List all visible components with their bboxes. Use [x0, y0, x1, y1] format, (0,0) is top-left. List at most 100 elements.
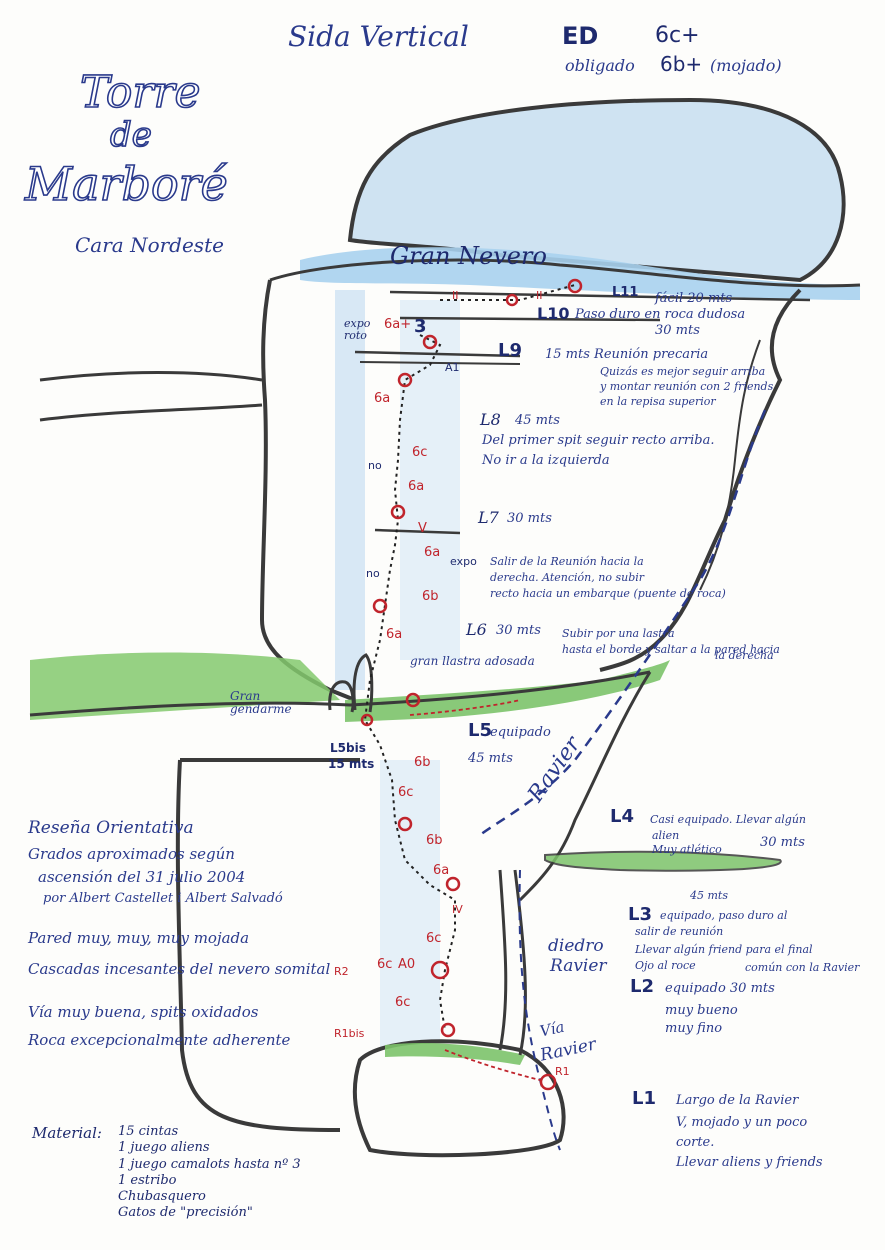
ledge-L10 [399, 316, 661, 322]
dihedral-label-1: diedro [548, 936, 604, 956]
grade-6a-3: 6a [424, 545, 441, 560]
belay-R2-label: R2 [334, 965, 349, 978]
ledge-L11 [389, 290, 811, 302]
pitch-L7-len: 30 mts [507, 511, 552, 526]
pitch-L5-len: 45 mts [468, 751, 513, 766]
grade-6c-1: 6c [412, 445, 428, 460]
pitch-L1-label: L1 [632, 1088, 656, 1109]
pitch-L11-desc: fácil 20 mts [655, 291, 733, 306]
expo-label: expo [450, 555, 477, 568]
gendarme-shape [328, 653, 374, 713]
pitch-L9-line3: y montar reunión con 2 friends [600, 380, 774, 393]
left-block-mid [39, 403, 263, 422]
water-streak-3 [380, 760, 440, 1060]
pitch-L4-len2: 45 mts [690, 889, 728, 902]
notes-block: Reseña Orientativa Grados aproximados se… [28, 818, 330, 1050]
grade-6c-5: 6c [395, 995, 411, 1010]
pitch-L10-line1: Paso duro en roca dudosa [575, 307, 746, 322]
belay-L7 [390, 504, 406, 520]
notes-line6: Vía muy buena, spits oxidados [28, 1002, 259, 1021]
material-item: 1 estribo [118, 1172, 177, 1188]
title-line2: de [109, 115, 152, 155]
pitch-L3-label: L3 [628, 904, 652, 925]
pitch-L3-line1: equipado, paso duro al [660, 909, 788, 922]
material-item: Gatos de "precisión" [118, 1205, 253, 1221]
upper-ledge-line [269, 258, 861, 288]
belay-L9 [422, 334, 438, 350]
grade-II-2: II [536, 289, 543, 302]
grade-6a-4: 6a [386, 627, 403, 642]
pitch-L8-len: 45 mts [515, 413, 560, 428]
material-item: 1 juego camalots hasta nº 3 [118, 1156, 301, 1172]
belay-L11 [567, 278, 583, 294]
pitch-L4-line1: Casi equipado. Llevar algún [650, 813, 806, 826]
grade-A1: A1 [445, 361, 460, 374]
belay-R2 [430, 960, 450, 980]
material-label: Material: [32, 1124, 102, 1142]
pitch-L3-line5: común con la Ravier [745, 961, 860, 974]
notes-line3: por Albert Castellet i Albert Salvadó [43, 890, 283, 906]
no-label-1: no [368, 459, 382, 472]
grass-bottom [385, 1043, 525, 1065]
pitch-L9-line2: Quizás es mejor seguir arriba [600, 365, 766, 378]
pitch-L7-label: L7 [478, 508, 499, 527]
route-line [363, 284, 576, 1031]
lower-right-wall [518, 671, 652, 902]
pitch-L6-note-1: Salir de la Reunión hacia la [490, 555, 644, 568]
pitch-L3-line3: Llevar algún friend para el final [635, 943, 813, 956]
pitch-L9-label: L9 [498, 340, 522, 361]
pitch-L1-line2: V, mojado y un poco [676, 1115, 808, 1130]
grade-6b-3: 6b [426, 833, 443, 848]
ledge-L9b [359, 361, 521, 365]
title-face: Cara Nordeste [75, 233, 224, 257]
material-item: 1 juego aliens [118, 1140, 210, 1156]
grade-6a-plus: 6a+ [384, 317, 412, 332]
notes-line1: Grados aproximados según [28, 845, 235, 864]
belay-R1-label: R1 [555, 1065, 570, 1078]
pitch-L6-note-2: derecha. Atención, no subir [490, 571, 645, 584]
belay-L10 [505, 293, 519, 307]
route-name: Sida Vertical [288, 20, 469, 53]
belays [360, 278, 583, 1091]
grade-II-1: II [452, 289, 459, 302]
ledge-L9 [354, 350, 521, 358]
no-label-2: no [366, 567, 380, 580]
belay-R1 [539, 1073, 557, 1091]
lower-left-wall [175, 757, 360, 1132]
pitch-L8-label: L8 [480, 410, 501, 429]
pitch-L3-line4: Ojo al roce [635, 959, 696, 972]
material-item: 15 cintas [118, 1124, 179, 1139]
notes-line2: ascensión del 31 julio 2004 [38, 868, 246, 886]
water-streak-1 [335, 290, 365, 690]
pitch-L6-line3: la derecha [715, 649, 774, 662]
gendarme-label: Gran gendarme [230, 689, 292, 716]
pitch-L2-label: L2 [630, 976, 654, 997]
notes-line4: Pared muy, muy, muy mojada [28, 929, 250, 947]
grade-overall: ED [562, 22, 599, 50]
belay-L3 [445, 876, 461, 892]
bottom-boulder [352, 1039, 566, 1158]
ledge-L7 [374, 528, 461, 535]
pitch-L8-line1: Del primer spit seguir recto arriba. [482, 433, 715, 448]
pitch-L2-line2: muy bueno [665, 1003, 738, 1018]
grade-6c-3: 6c [426, 931, 442, 946]
pitch-L1-line4: Llevar aliens y friends [676, 1155, 823, 1170]
pitch-L4-line3: Muy atlético [652, 843, 722, 856]
ravier-dihedral-inner [513, 869, 527, 1056]
pitch-L1-line3: corte. [676, 1135, 715, 1150]
left-block-top [39, 371, 263, 382]
grade-6a-1: 6a [374, 391, 391, 406]
belay-L8 [397, 372, 413, 388]
pitch-L5bis-len: 15 mts [328, 757, 375, 771]
belay-R1bis-label: R1bis [334, 1027, 365, 1040]
grade-A0: A0 [398, 957, 416, 972]
middle-ledge-line [29, 670, 651, 717]
grade-V-1: V [418, 521, 427, 536]
pitch-L2-line1: equipado 30 mts [665, 981, 775, 996]
right-wall-inner [699, 339, 761, 591]
expo-roto-label: expo roto [344, 317, 371, 342]
pitch-L2-line3: muy fino [665, 1021, 723, 1036]
water-streak-2 [400, 300, 460, 660]
ravier-dihedral-outer [498, 869, 508, 1051]
